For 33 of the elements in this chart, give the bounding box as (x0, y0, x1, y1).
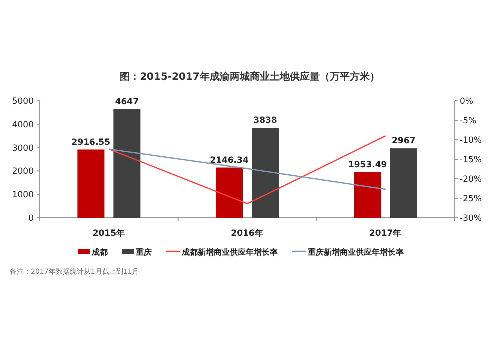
bar (354, 172, 382, 218)
data-label: 1953.49 (348, 160, 388, 170)
bar (252, 128, 279, 218)
y-tick-label: 1000 (12, 190, 34, 201)
x-tick-label: 2016年 (231, 228, 264, 239)
legend-label: 重庆 (135, 248, 152, 257)
y-tick-label: 3000 (12, 144, 34, 154)
data-label: 2916.55 (72, 138, 111, 148)
y2-tick-label: -30% (460, 214, 482, 224)
data-label: 3838 (254, 116, 278, 126)
y-tick-label: 4000 (12, 120, 34, 130)
y2-tick-label: -25% (460, 194, 482, 204)
y2-tick-label: -10% (460, 136, 482, 146)
data-label: 2146.34 (210, 156, 249, 166)
y2-tick-label: -5% (460, 116, 477, 126)
bar (216, 168, 243, 218)
y-tick-label: 5000 (12, 97, 34, 107)
chart-title: 图：2015-2017年成渝两城商业土地供应量（万平方米） (120, 71, 380, 83)
y2-tick-label: -15% (460, 156, 482, 166)
x-tick-label: 2017年 (369, 228, 402, 239)
y2-tick-label: 0% (460, 97, 474, 107)
data-label: 2967 (392, 136, 416, 147)
bar (114, 109, 141, 218)
y-tick-label: 0 (28, 214, 34, 224)
y2-tick-label: -20% (460, 175, 482, 185)
bar (78, 150, 105, 218)
data-label: 4647 (115, 97, 140, 108)
bar (390, 148, 418, 218)
legend-label: 成都新增商业供应年增长率 (181, 247, 278, 257)
legend-label: 成都 (91, 248, 108, 257)
legend-label: 重庆新增商业供应年增长率 (307, 247, 404, 257)
x-tick-label: 2015年 (92, 228, 126, 239)
y-tick-label: 2000 (12, 167, 34, 178)
